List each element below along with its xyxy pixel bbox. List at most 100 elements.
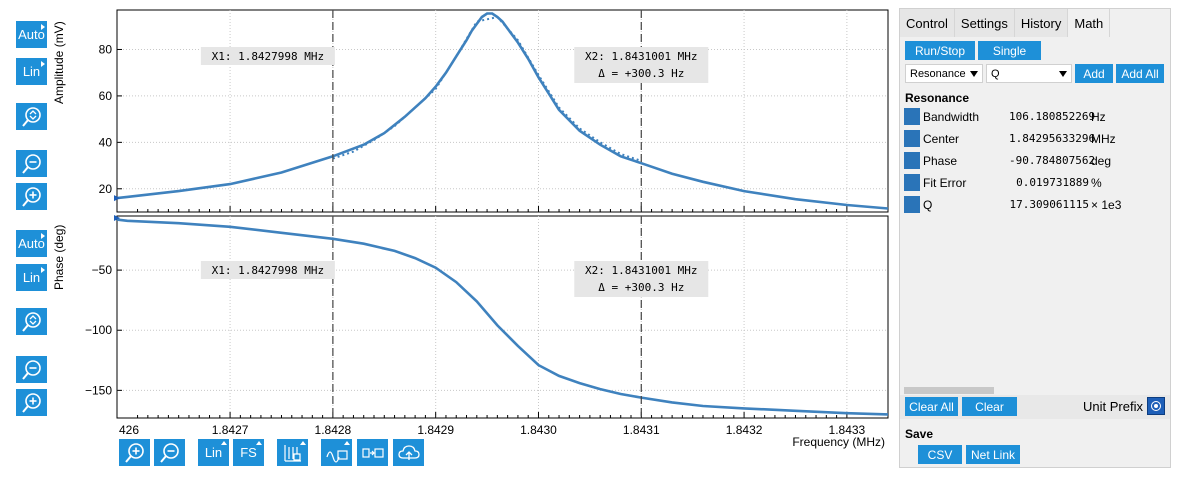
phase-lin-label: Lin bbox=[22, 270, 41, 285]
model-select[interactable]: Resonance bbox=[905, 64, 983, 83]
bode-plots[interactable]: 20 40 60 80 X1: 1.8427998 MHz X2: 1.8431001 M… bbox=[0, 0, 895, 460]
side-panel: Control Settings History Math Run/Stop S… bbox=[899, 8, 1171, 468]
result-row-center[interactable]: Center 1.84295633296 MHz bbox=[904, 129, 1164, 149]
x-tick-label: 1.8432 bbox=[726, 423, 763, 437]
x-tick-label: 426 bbox=[119, 423, 139, 437]
result-unit: Hz bbox=[1091, 110, 1106, 124]
fit-trace bbox=[332, 15, 642, 162]
data-trace bbox=[116, 218, 889, 416]
result-name: Q bbox=[923, 198, 933, 212]
parameter-select[interactable]: Q bbox=[986, 64, 1072, 83]
y-tick-label: 20 bbox=[99, 182, 113, 196]
result-unit: × 1e3 bbox=[1091, 198, 1122, 212]
export-folder-icon bbox=[361, 447, 384, 458]
trace-options-button[interactable] bbox=[321, 439, 352, 466]
cloud-upload-button[interactable] bbox=[393, 439, 424, 466]
unit-prefix-label: Unit Prefix bbox=[1083, 399, 1143, 414]
clear-all-button[interactable]: Clear All bbox=[905, 397, 958, 416]
fs-label: FS bbox=[240, 445, 257, 460]
marker-label-box bbox=[574, 261, 709, 297]
phase-zoom-out-button[interactable] bbox=[16, 356, 47, 383]
amplitude-plot[interactable]: 20 40 60 80 X1: 1.8427998 MHz X2: 1.8431001 M… bbox=[99, 9, 889, 213]
fs-button[interactable]: FS bbox=[233, 439, 264, 466]
zoom-in-icon bbox=[124, 442, 144, 463]
result-row-fit-error[interactable]: Fit Error 0.019731889 % bbox=[904, 173, 1164, 193]
panel-tabs: Control Settings History Math bbox=[900, 9, 1111, 37]
result-value: -90.784807562 bbox=[1009, 154, 1096, 167]
amplitude-lin-button[interactable]: Lin bbox=[16, 58, 47, 85]
plot-frame bbox=[116, 215, 889, 419]
phase-auto-label: Auto bbox=[18, 236, 45, 251]
add-button[interactable]: Add bbox=[1075, 64, 1113, 83]
cloud-upload-icon bbox=[397, 444, 420, 460]
caret-up-icon bbox=[300, 441, 306, 445]
result-toggle-swatch[interactable] bbox=[904, 130, 920, 147]
result-unit: % bbox=[1091, 176, 1102, 190]
amplitude-zoom-in-button[interactable] bbox=[16, 183, 47, 210]
y-tick-label: −150 bbox=[85, 383, 112, 397]
unit-prefix-toggle[interactable] bbox=[1147, 397, 1165, 415]
marker-label: X1: 1.8427998 MHz bbox=[212, 264, 325, 277]
result-toggle-swatch[interactable] bbox=[904, 152, 920, 169]
x-zoom-in-button[interactable] bbox=[119, 439, 150, 466]
caret-right-icon bbox=[41, 24, 45, 30]
net-link-button[interactable]: Net Link bbox=[966, 445, 1020, 464]
zoom-out-icon bbox=[21, 153, 41, 174]
result-row-q[interactable]: Q 17.309061115 × 1e3 bbox=[904, 195, 1164, 215]
amplitude-auto-label: Auto bbox=[18, 27, 45, 42]
result-row-phase[interactable]: Phase -90.784807562 deg bbox=[904, 151, 1164, 171]
result-toggle-swatch[interactable] bbox=[904, 108, 920, 125]
tab-history[interactable]: History bbox=[1014, 9, 1069, 37]
save-heading: Save bbox=[905, 427, 934, 441]
result-row-bandwidth[interactable]: Bandwidth 106.180852269 Hz bbox=[904, 107, 1164, 127]
run-stop-button[interactable]: Run/Stop bbox=[905, 41, 975, 60]
x-tick-label: 1.8427 bbox=[212, 423, 249, 437]
phase-lin-button[interactable]: Lin bbox=[16, 264, 47, 291]
phase-zoom-fit-button[interactable] bbox=[16, 308, 47, 335]
marker-label-box bbox=[200, 261, 335, 279]
tab-control[interactable]: Control bbox=[900, 9, 955, 37]
dropdown-arrow-icon bbox=[1059, 71, 1067, 77]
marker-label: X2: 1.8431001 MHz bbox=[585, 264, 698, 277]
result-name: Phase bbox=[923, 154, 958, 168]
amplitude-zoom-out-button[interactable] bbox=[16, 150, 47, 177]
radio-dot-icon bbox=[1152, 402, 1160, 410]
y-tick-label: 40 bbox=[99, 135, 113, 149]
tab-settings[interactable]: Settings bbox=[954, 9, 1015, 37]
grid-settings-button[interactable] bbox=[277, 439, 308, 466]
csv-button[interactable]: CSV bbox=[918, 445, 962, 464]
add-all-button[interactable]: Add All bbox=[1116, 64, 1164, 83]
zoom-out-icon bbox=[159, 442, 179, 463]
x-lin-label: Lin bbox=[204, 445, 223, 460]
x-lin-button[interactable]: Lin bbox=[198, 439, 229, 466]
single-button[interactable]: Single bbox=[978, 41, 1041, 60]
plot-frame bbox=[116, 9, 889, 213]
frequency-axis-label: Frequency (MHz) bbox=[792, 435, 885, 449]
amplitude-zoom-fit-button[interactable] bbox=[16, 103, 47, 130]
clear-button[interactable]: Clear bbox=[962, 397, 1017, 416]
y-tick-label: −50 bbox=[92, 263, 113, 277]
marker-label-box bbox=[200, 47, 335, 65]
zoom-fit-icon bbox=[21, 311, 41, 332]
x-zoom-out-button[interactable] bbox=[154, 439, 185, 466]
resonance-heading: Resonance bbox=[905, 91, 970, 105]
x-tick-label: 1.8433 bbox=[829, 423, 866, 437]
result-toggle-swatch[interactable] bbox=[904, 196, 920, 213]
amplitude-auto-button[interactable]: Auto bbox=[16, 21, 47, 48]
caret-right-icon bbox=[41, 233, 45, 239]
dropdown-arrow-icon bbox=[970, 71, 978, 77]
horizontal-scrollbar[interactable] bbox=[904, 387, 994, 394]
x-tick-label: 1.8430 bbox=[520, 423, 557, 437]
phase-zoom-in-button[interactable] bbox=[16, 389, 47, 416]
parameter-select-value: Q bbox=[991, 67, 1000, 80]
export-button[interactable] bbox=[357, 439, 388, 466]
phase-auto-button[interactable]: Auto bbox=[16, 230, 47, 257]
result-toggle-swatch[interactable] bbox=[904, 174, 920, 191]
grid-icon bbox=[283, 444, 301, 462]
phase-plot[interactable]: 1.8427 1.8428 1.8429 1.8430 1.8431 1.8432 1.84… bbox=[85, 215, 889, 437]
tab-math[interactable]: Math bbox=[1068, 9, 1111, 37]
zoom-in-icon bbox=[21, 392, 41, 413]
result-value: 106.180852269 bbox=[1009, 110, 1096, 123]
amplitude-lin-label: Lin bbox=[22, 64, 41, 79]
marker-delta: Δ = +300.3 Hz bbox=[598, 281, 684, 294]
